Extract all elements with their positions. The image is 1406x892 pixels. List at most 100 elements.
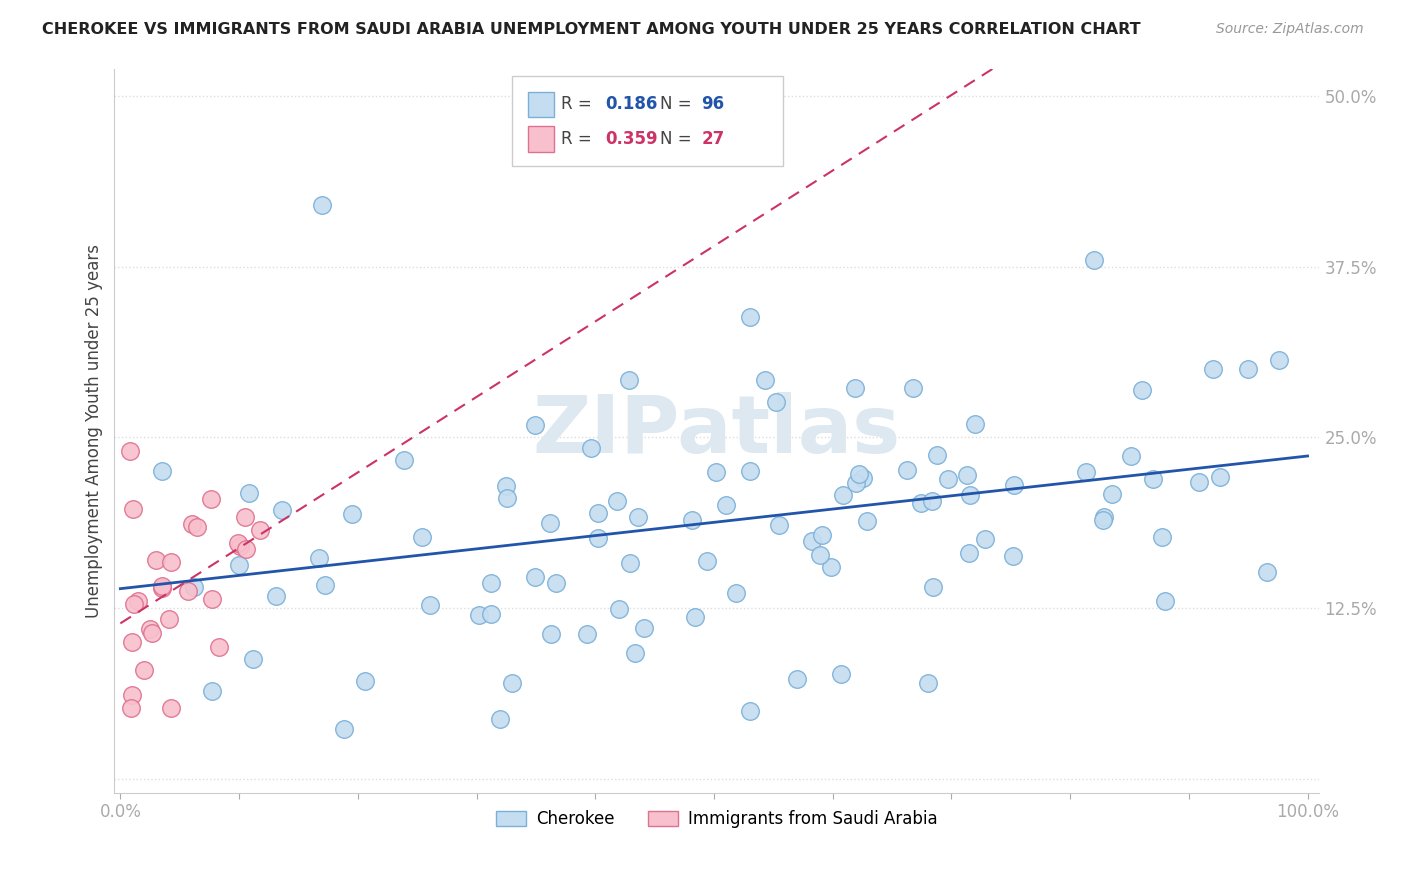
Point <box>606 494 628 508</box>
Point <box>242 652 264 666</box>
Point <box>394 452 416 467</box>
Point <box>200 491 222 506</box>
Point <box>957 546 980 560</box>
Point <box>152 464 174 478</box>
Point <box>619 557 641 571</box>
Point <box>1256 566 1278 580</box>
Point <box>620 116 643 130</box>
FancyBboxPatch shape <box>527 92 554 117</box>
Point <box>249 523 271 537</box>
Point <box>468 607 491 622</box>
Legend: Cherokee, Immigrants from Saudi Arabia: Cherokee, Immigrants from Saudi Arabia <box>489 804 945 835</box>
Y-axis label: Unemployment Among Youth under 25 years: Unemployment Among Youth under 25 years <box>86 244 103 617</box>
Point <box>586 506 609 520</box>
Point <box>627 510 650 524</box>
Point <box>800 534 823 549</box>
Point <box>183 580 205 594</box>
Point <box>340 507 363 521</box>
Point <box>141 625 163 640</box>
Point <box>683 609 706 624</box>
Point <box>768 518 790 533</box>
Point <box>1142 472 1164 486</box>
Point <box>208 640 231 655</box>
Point <box>963 417 986 432</box>
Text: R =: R = <box>561 129 598 148</box>
Point <box>132 663 155 677</box>
Point <box>150 581 173 595</box>
Point <box>181 516 204 531</box>
Text: Source: ZipAtlas.com: Source: ZipAtlas.com <box>1216 22 1364 37</box>
Point <box>157 612 180 626</box>
Point <box>1092 513 1115 527</box>
Point <box>150 579 173 593</box>
Point <box>479 575 502 590</box>
Point <box>1074 465 1097 479</box>
Point <box>489 712 512 726</box>
Text: 27: 27 <box>702 129 724 148</box>
Point <box>844 381 866 395</box>
Point <box>333 723 356 737</box>
Text: N =: N = <box>661 95 697 113</box>
Point <box>122 597 145 611</box>
Point <box>538 516 561 530</box>
Point <box>523 418 546 433</box>
Point <box>1130 383 1153 397</box>
Point <box>765 395 787 409</box>
Point <box>959 488 981 502</box>
Point <box>704 465 727 479</box>
FancyBboxPatch shape <box>512 76 783 166</box>
Point <box>264 589 287 603</box>
Point <box>936 471 959 485</box>
Point <box>896 463 918 477</box>
Point <box>1267 353 1289 368</box>
Point <box>786 673 808 687</box>
Point <box>754 373 776 387</box>
Point <box>856 514 879 528</box>
Point <box>145 553 167 567</box>
Point <box>714 498 737 512</box>
Point <box>852 471 875 485</box>
Point <box>619 373 641 387</box>
Point <box>1002 549 1025 563</box>
Text: 96: 96 <box>702 95 724 113</box>
Point <box>238 486 260 500</box>
Point <box>1209 469 1232 483</box>
Point <box>496 491 519 505</box>
Point <box>501 676 523 690</box>
Text: CHEROKEE VS IMMIGRANTS FROM SAUDI ARABIA UNEMPLOYMENT AMONG YOUTH UNDER 25 YEARS: CHEROKEE VS IMMIGRANTS FROM SAUDI ARABIA… <box>42 22 1140 37</box>
Point <box>411 530 433 544</box>
Point <box>725 586 748 600</box>
Point <box>1101 486 1123 500</box>
Point <box>820 560 842 574</box>
Point <box>921 580 943 594</box>
Point <box>481 607 503 622</box>
Point <box>120 701 142 715</box>
Point <box>354 673 377 688</box>
Point <box>1121 449 1143 463</box>
Point <box>917 676 939 690</box>
Point <box>186 519 208 533</box>
Point <box>1154 594 1177 608</box>
Point <box>311 198 333 212</box>
Text: 0.359: 0.359 <box>605 129 658 148</box>
Point <box>540 627 562 641</box>
Point <box>576 627 599 641</box>
Point <box>228 536 250 550</box>
Point <box>740 310 762 324</box>
Point <box>831 488 853 502</box>
Point <box>910 496 932 510</box>
Point <box>1187 475 1209 489</box>
Point <box>1237 362 1260 376</box>
Point <box>901 381 924 395</box>
Point <box>121 635 143 649</box>
Point <box>1152 530 1174 544</box>
Point <box>228 558 250 572</box>
Point <box>1004 477 1026 491</box>
Point <box>921 494 943 508</box>
Point <box>738 704 761 718</box>
Point <box>229 539 252 553</box>
Point <box>1201 362 1223 376</box>
Point <box>848 467 870 482</box>
Point <box>177 583 200 598</box>
Point <box>925 448 948 462</box>
